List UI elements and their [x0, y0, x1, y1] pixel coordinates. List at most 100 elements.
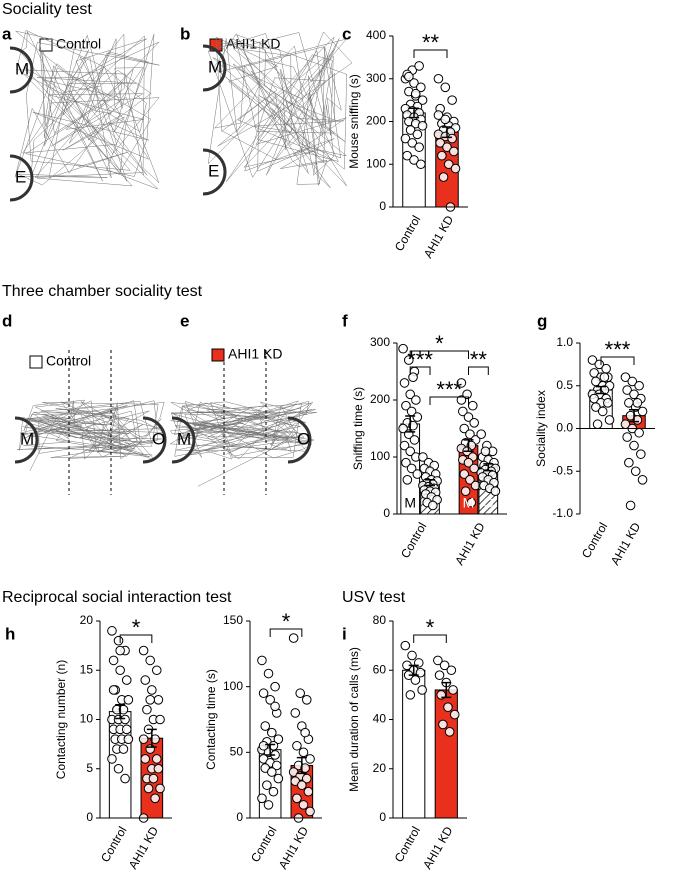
data-point — [113, 635, 124, 646]
bar-label: O — [483, 495, 494, 511]
data-point — [416, 159, 426, 170]
data-point — [450, 163, 461, 174]
y-tick-label: 0 — [379, 810, 386, 824]
panel-letter: a — [2, 24, 12, 43]
data-point — [440, 82, 451, 93]
data-point — [267, 727, 277, 738]
section-title: USV test — [342, 589, 406, 606]
data-point — [108, 685, 119, 695]
data-point — [288, 633, 299, 643]
data-point — [401, 457, 411, 468]
data-point — [400, 640, 411, 651]
significance-label: * — [282, 609, 291, 634]
data-point — [591, 402, 601, 412]
data-point — [634, 380, 644, 391]
track-label: M — [20, 429, 34, 448]
data-point — [155, 783, 165, 794]
data-point — [140, 754, 151, 764]
significance-label: * — [426, 615, 435, 640]
data-point — [414, 142, 424, 152]
significance-label: * — [435, 331, 444, 356]
data-point — [271, 760, 282, 771]
y-tick-label: 80 — [373, 613, 387, 627]
panel-letter: d — [2, 311, 12, 330]
y-axis-label: Sociality index — [534, 390, 548, 467]
error-bar — [463, 439, 474, 453]
error-bar — [441, 681, 452, 699]
error-bar — [409, 107, 419, 119]
significance-label: * — [132, 615, 141, 640]
data-point — [270, 701, 280, 712]
significance-label: *** — [407, 347, 433, 372]
x-tick-label: AHI1 KD — [420, 824, 456, 871]
data-point — [263, 668, 274, 679]
data-point — [300, 763, 310, 773]
data-point — [625, 410, 636, 421]
y-tick-label: -0.5 — [552, 463, 573, 477]
panel-letter: i — [342, 624, 347, 643]
data-point — [440, 114, 451, 125]
data-point — [305, 754, 315, 764]
x-tick-label: AHI1 KD — [276, 824, 312, 871]
panel-letter: f — [342, 311, 348, 330]
data-point — [634, 427, 644, 438]
cup — [287, 416, 312, 464]
data-point — [147, 685, 157, 695]
data-point — [268, 740, 279, 751]
error-bar — [483, 463, 494, 472]
y-tick-label: 10 — [80, 712, 94, 726]
x-tick-label: Control — [248, 824, 279, 865]
y-tick-label: 300 — [366, 71, 386, 85]
data-point — [292, 793, 302, 804]
y-tick-label: -1.0 — [552, 506, 573, 520]
data-point — [300, 727, 310, 738]
panel-letter: c — [342, 24, 351, 43]
x-tick-label: AHI1 KD — [421, 213, 457, 261]
track-label: M — [208, 57, 222, 76]
data-point — [138, 734, 149, 745]
x-tick-label: Control — [398, 520, 429, 561]
data-point — [469, 418, 479, 428]
data-point — [120, 773, 130, 784]
data-point — [290, 708, 301, 718]
cup — [14, 416, 39, 464]
data-point — [118, 744, 129, 754]
track-label: E — [208, 161, 219, 180]
data-point — [465, 429, 475, 440]
y-tick-label: 150 — [223, 613, 243, 627]
data-point — [446, 665, 457, 676]
error-bar — [596, 385, 606, 395]
legend-label: Control — [56, 36, 101, 52]
significance-label: ** — [422, 30, 440, 55]
data-point — [629, 440, 639, 451]
data-point — [145, 744, 155, 754]
error-bar — [408, 664, 419, 676]
data-point — [258, 688, 269, 699]
data-point — [263, 800, 274, 810]
data-point — [480, 446, 491, 457]
data-point — [273, 734, 284, 745]
data-point — [406, 463, 417, 474]
data-point — [599, 372, 610, 383]
y-tick-label: 5 — [86, 761, 93, 775]
track — [15, 399, 165, 471]
significance-bracket — [409, 366, 431, 375]
data-point — [260, 721, 271, 731]
legend-swatch — [29, 355, 43, 369]
section-title: Reciprocal social interaction test — [2, 589, 232, 606]
data-point — [153, 763, 164, 774]
data-point — [443, 159, 454, 170]
significance-bracket — [413, 49, 448, 58]
track-label: O — [297, 429, 310, 448]
data-point — [414, 61, 424, 71]
significance-bracket — [600, 356, 635, 365]
data-point — [303, 786, 314, 797]
data-point — [456, 378, 467, 388]
data-point — [463, 457, 474, 468]
x-tick-label: Control — [579, 520, 610, 561]
y-tick-label: 20 — [373, 761, 387, 775]
y-tick-label: 0 — [379, 199, 386, 213]
data-point — [257, 793, 267, 804]
significance-bracket — [413, 634, 447, 643]
data-point — [428, 500, 438, 511]
